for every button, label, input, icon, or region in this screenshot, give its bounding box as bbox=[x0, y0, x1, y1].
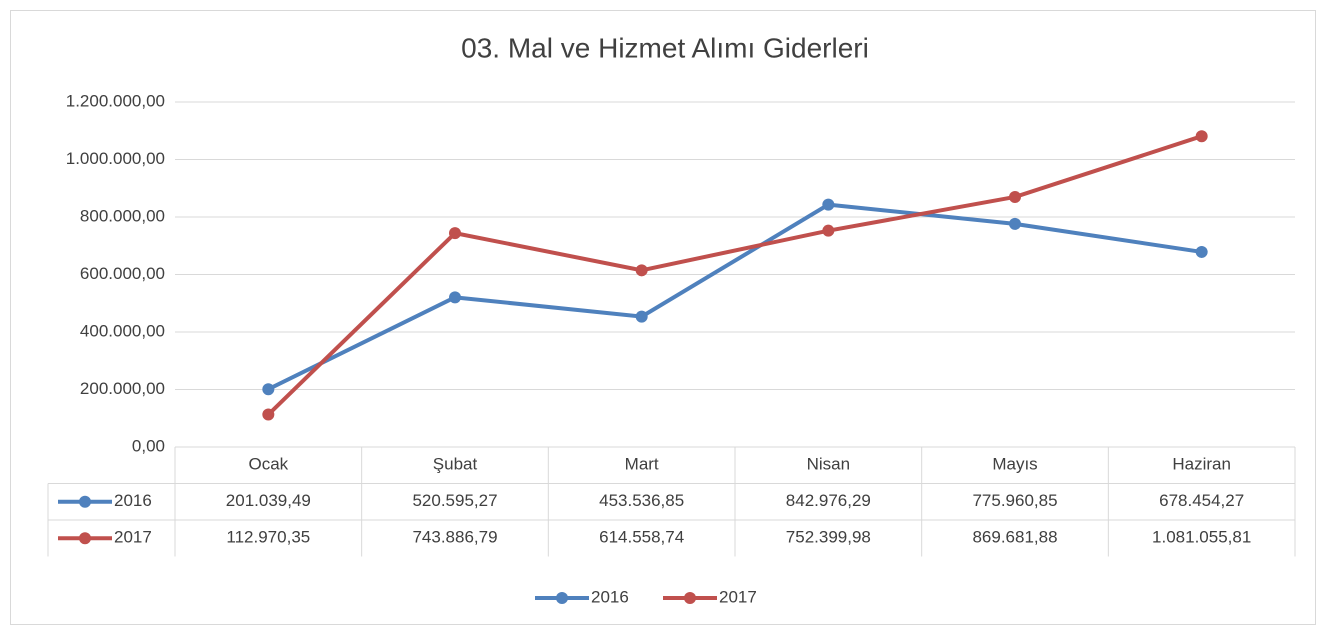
data-point bbox=[1009, 190, 1021, 203]
data-point bbox=[1195, 130, 1208, 143]
data-point bbox=[822, 224, 835, 237]
table-value: 1.081.055,81 bbox=[1152, 528, 1251, 547]
table-value: 453.536,85 bbox=[599, 491, 684, 510]
data-point bbox=[822, 198, 835, 211]
table-value: 678.454,27 bbox=[1159, 491, 1244, 510]
table-value: 775.960,85 bbox=[972, 491, 1057, 510]
y-tick-label: 1.000.000,00 bbox=[66, 149, 165, 168]
legend-label: 2016 bbox=[591, 587, 629, 606]
chart-title: 03. Mal ve Hizmet Alımı Giderleri bbox=[461, 32, 869, 63]
x-tick-label: Ocak bbox=[248, 455, 288, 474]
x-tick-label: Mart bbox=[625, 455, 659, 474]
table-value: 752.399,98 bbox=[786, 528, 871, 547]
data-point bbox=[262, 408, 275, 421]
data-point bbox=[635, 310, 648, 323]
data-point bbox=[1195, 245, 1208, 258]
legend-key-marker bbox=[556, 592, 568, 604]
y-tick-label: 200.000,00 bbox=[80, 379, 165, 398]
data-point bbox=[449, 291, 461, 304]
x-tick-label: Şubat bbox=[433, 455, 478, 474]
x-tick-label: Nisan bbox=[807, 455, 850, 474]
legend-key-marker bbox=[79, 495, 91, 508]
y-tick-label: 800.000,00 bbox=[80, 206, 165, 225]
table-value: 743.886,79 bbox=[412, 528, 497, 547]
chart-frame bbox=[10, 10, 1316, 625]
x-tick-label: Mayıs bbox=[992, 455, 1037, 474]
table-series-name: 2016 bbox=[114, 491, 152, 510]
legend-key-marker bbox=[79, 532, 91, 545]
data-point bbox=[635, 264, 648, 277]
legend-key-marker bbox=[684, 592, 696, 604]
series-line bbox=[266, 134, 1203, 416]
data-point bbox=[1009, 217, 1021, 230]
table-value: 614.558,74 bbox=[599, 528, 684, 547]
y-tick-label: 400.000,00 bbox=[80, 321, 165, 340]
table-series-name: 2017 bbox=[114, 528, 152, 547]
table-value: 869.681,88 bbox=[972, 528, 1057, 547]
y-tick-label: 0,00 bbox=[132, 436, 165, 455]
y-tick-label: 600.000,00 bbox=[80, 264, 165, 283]
table-value: 842.976,29 bbox=[786, 491, 871, 510]
table-value: 112.970,35 bbox=[226, 528, 310, 547]
data-point bbox=[262, 383, 275, 396]
table-value: 201.039,49 bbox=[226, 491, 311, 510]
data-point bbox=[449, 227, 461, 240]
y-tick-label: 1.200.000,00 bbox=[66, 91, 165, 110]
series-line bbox=[267, 202, 1202, 391]
legend-label: 2017 bbox=[719, 587, 757, 606]
table-value: 520.595,27 bbox=[412, 491, 497, 510]
x-tick-label: Haziran bbox=[1172, 455, 1231, 474]
